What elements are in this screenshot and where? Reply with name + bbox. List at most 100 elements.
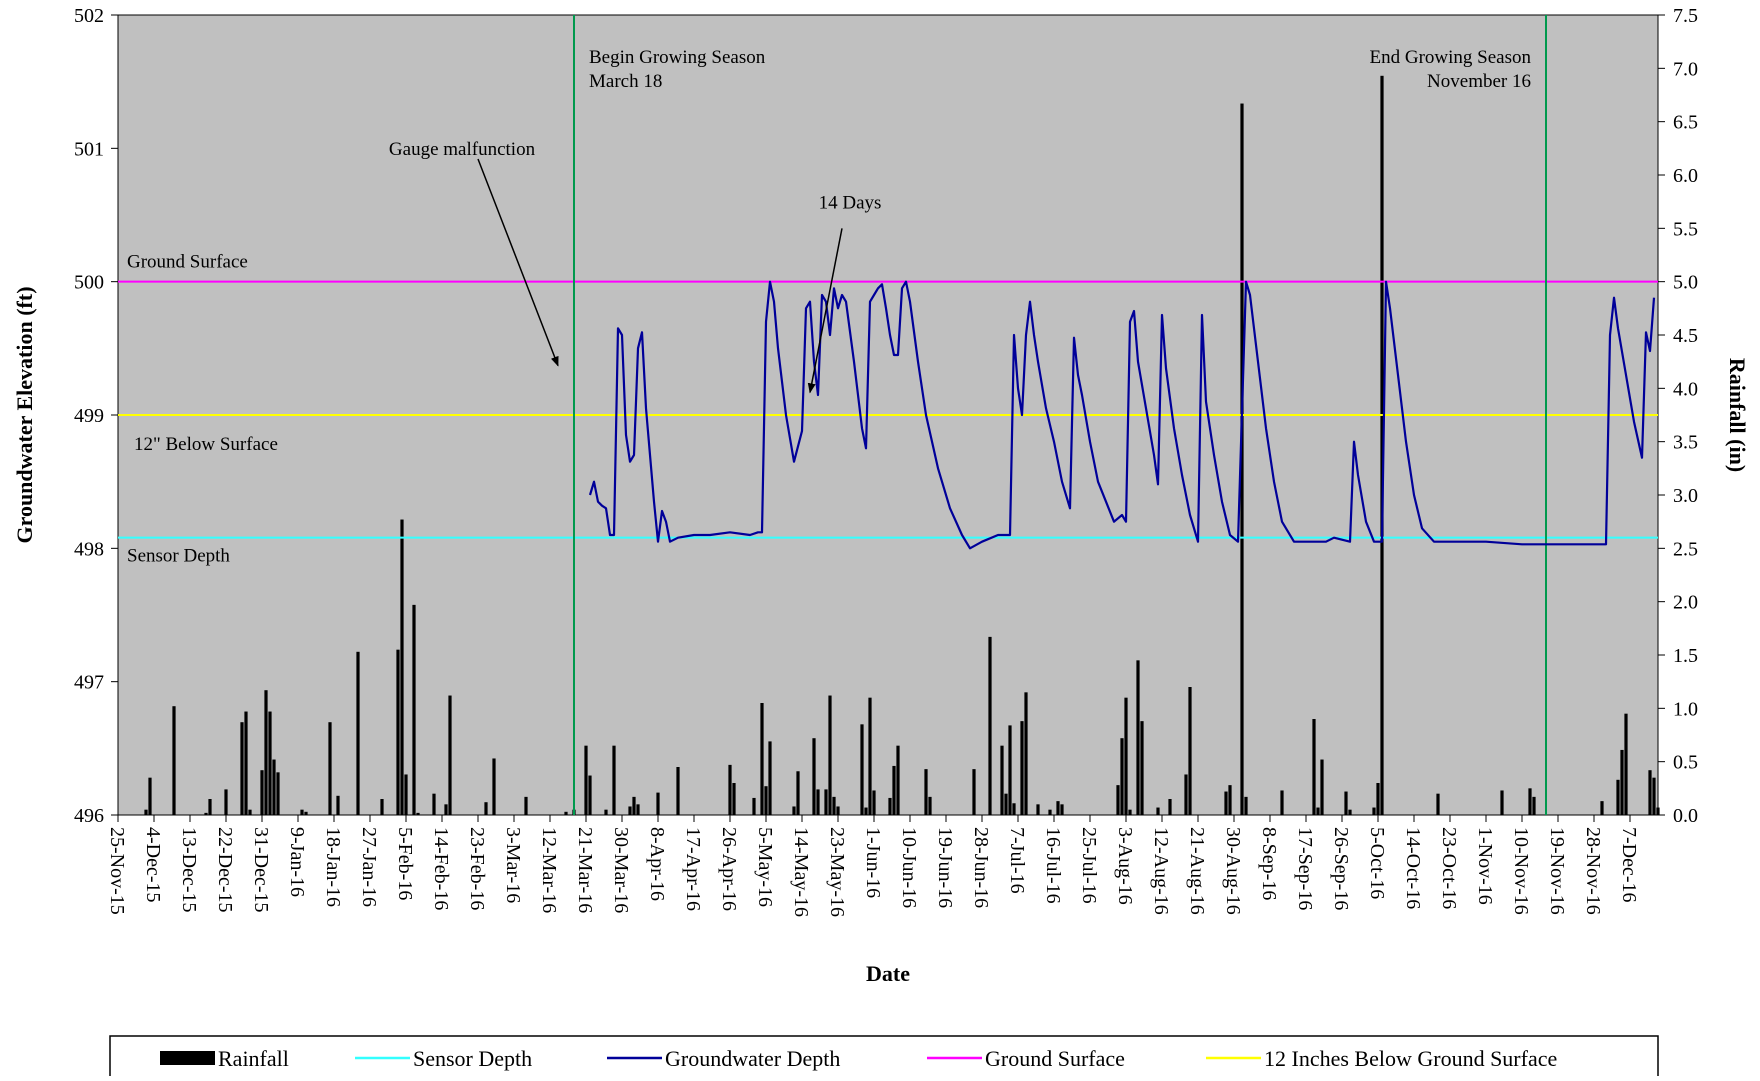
y-right-tick-label: 4.0 [1673, 378, 1698, 400]
rainfall-bar [604, 809, 608, 815]
growing-season-lines [573, 15, 1547, 815]
rainfall-bar [836, 806, 840, 815]
rainfall-bar [972, 769, 976, 815]
x-tick-label: 30-Mar-16 [610, 827, 632, 913]
x-tick-label: 25-Jul-16 [1078, 827, 1100, 904]
rainfall-bar [888, 797, 892, 815]
x-tick-label: 17-Apr-16 [682, 827, 704, 911]
x-tick-label: 19-Jun-16 [934, 827, 956, 908]
rainfall-bar [1116, 785, 1120, 815]
y-right-tick-label: 1.5 [1673, 645, 1698, 667]
rainfall-bar [1012, 803, 1016, 815]
rainfall-bar [1020, 721, 1024, 815]
rainfall-bars [144, 75, 1660, 816]
x-tick-label: 3-Mar-16 [502, 827, 524, 903]
legend-label: Groundwater Depth [665, 1046, 840, 1071]
rainfall-bar [828, 695, 832, 815]
rainfall-bar [244, 711, 248, 815]
rainfall-bar [1616, 779, 1620, 815]
rainfall-bar [612, 745, 616, 815]
rainfall-bar [1000, 745, 1004, 815]
rainfall-bar [728, 764, 732, 815]
rainfall-bar [336, 795, 340, 815]
y-left-tick-label: 498 [74, 538, 104, 560]
y-right-tick-label: 7.0 [1673, 58, 1698, 80]
rainfall-bar [1312, 719, 1316, 815]
rainfall-bar [204, 812, 208, 815]
rainfall-bar [1320, 759, 1324, 815]
rainfall-bar [380, 799, 384, 815]
rainfall-bar [248, 809, 252, 815]
y-right-tick-label: 2.0 [1673, 592, 1698, 614]
rainfall-bar [1008, 725, 1012, 815]
y-right-tick-label: 6.5 [1673, 112, 1698, 134]
x-tick-label: 17-Sep-16 [1294, 827, 1316, 910]
x-tick-label: 12-Aug-16 [1150, 827, 1172, 915]
rainfall-bar [1024, 692, 1028, 815]
rainfall-bar [872, 790, 876, 815]
rainfall-bar [1120, 738, 1124, 815]
rainfall-bar [1056, 801, 1060, 815]
rainfall-bar [1156, 807, 1160, 815]
x-tick-label: 16-Jul-16 [1042, 827, 1064, 904]
rainfall-bar [1136, 660, 1140, 815]
rainfall-bar [1004, 793, 1008, 815]
rainfall-bar [564, 811, 568, 815]
rainfall-bar [928, 796, 932, 815]
y-axis-left-title: Groundwater Elevation (ft) [12, 286, 37, 543]
rainfall-bar [812, 738, 816, 815]
rainfall-bar [1124, 697, 1128, 815]
y-right-tick-label: 3.5 [1673, 432, 1698, 454]
rainfall-bar [1380, 75, 1384, 816]
x-axis-title: Date [866, 961, 910, 986]
reference-line-label: Ground Surface [127, 252, 248, 273]
rainfall-bar [300, 809, 304, 815]
rainfall-bar [1528, 788, 1532, 815]
y-left-tick-label: 497 [74, 672, 104, 694]
groundwater-line [588, 280, 1656, 550]
rainfall-bar [396, 649, 400, 815]
y-left-tick-label: 501 [74, 138, 104, 160]
x-tick-label: 7-Jul-16 [1006, 827, 1028, 894]
rainfall-bar [524, 796, 528, 815]
rainfall-bar [1140, 721, 1144, 815]
rainfall-bar [988, 636, 992, 815]
rainfall-bar [584, 745, 588, 815]
rainfall-bar [764, 786, 768, 815]
rainfall-bar [1224, 791, 1228, 815]
x-tick-label: 25-Nov-15 [106, 827, 128, 915]
rainfall-bar [224, 789, 228, 815]
rainfall-bar [240, 722, 244, 815]
rainfall-bar [448, 695, 452, 815]
rainfall-bar [208, 799, 212, 815]
x-tick-label: 31-Dec-15 [250, 827, 272, 913]
rainfall-bar [1376, 783, 1380, 815]
x-tick-label: 12-Mar-16 [538, 827, 560, 913]
rainfall-bar [752, 797, 756, 815]
y-left-tick-label: 499 [74, 405, 104, 427]
annotation-arrow [477, 158, 559, 367]
rainfall-bar [1168, 799, 1172, 815]
rainfall-bar [432, 793, 436, 815]
y-right-tick-label: 0.5 [1673, 752, 1698, 774]
rainfall-bar [1600, 801, 1604, 815]
rainfall-bar [264, 690, 268, 815]
rainfall-bar [400, 519, 404, 815]
x-tick-label: 18-Jan-16 [322, 827, 344, 907]
rainfall-bar [860, 724, 864, 815]
rainfall-bar [1048, 809, 1052, 815]
rainfall-bar [1652, 777, 1656, 815]
x-tick-label: 8-Sep-16 [1258, 827, 1280, 900]
x-tick-label: 8-Apr-16 [646, 827, 668, 901]
x-tick-label: 23-May-16 [826, 827, 848, 917]
rainfall-bar [1656, 807, 1660, 815]
rainfall-bar [832, 796, 836, 815]
axes: 496 497 498 499 500 501 502 0.0 0.5 1.0 1.5 2.0 2.5 3… [74, 5, 1698, 917]
rainfall-bar [1228, 785, 1232, 815]
annotation-arrow [807, 228, 843, 394]
y-left-tick-label: 500 [74, 272, 104, 294]
rainfall-bar [260, 770, 264, 815]
growing-season-label: March 18 [589, 71, 662, 92]
rainfall-bar [1436, 793, 1440, 815]
